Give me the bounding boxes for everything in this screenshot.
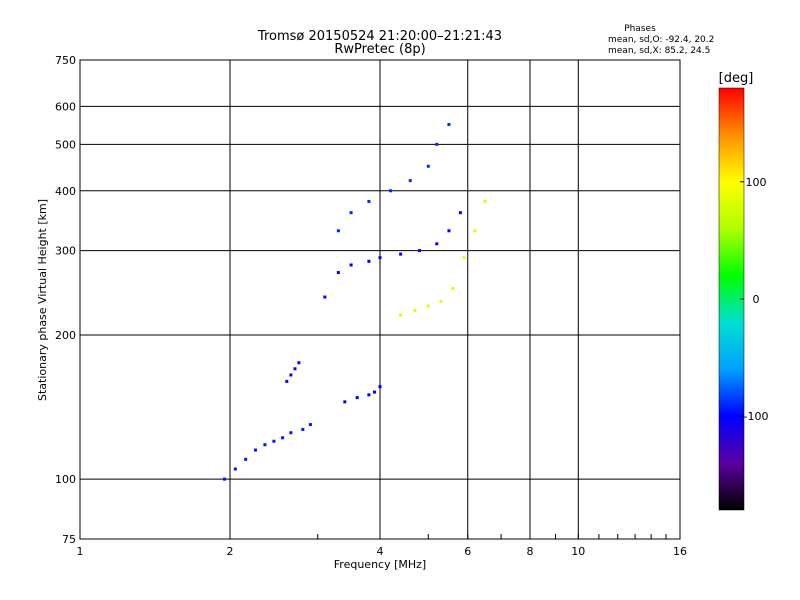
x-axis-label: Frequency [MHz] [334,558,426,571]
legend-line-x: mean, sd,X: 85.2, 24.5 [608,46,710,56]
y-axis-label: Stationary phase Virtual Height [km] [36,199,49,401]
data-point [408,179,412,183]
y-axis: 75 100 200 300 400 500 600 750 [55,54,76,546]
data-point [399,252,403,256]
colorbar-tick-label: 0 [753,293,760,306]
data-point [462,256,466,260]
data-point [272,439,276,443]
grid [80,60,680,539]
data-point [435,242,439,246]
data-point [447,123,451,127]
y-tick-label: 75 [62,533,76,546]
data-point [323,295,327,299]
chart-title: Tromsø 20150524 21:20:00–21:21:43 [257,29,502,44]
data-point [308,423,312,427]
x-tick-label: 10 [571,545,585,558]
data-point [285,379,289,383]
x-tick-label: 1 [77,545,84,558]
data-point [253,448,257,452]
data-point [223,477,227,481]
data-point [389,189,393,193]
data-point [447,229,451,233]
data-point [367,199,371,203]
colorbar-tick-label: -100 [744,410,769,423]
data-point [458,211,462,215]
y-tick-label: 500 [55,138,76,151]
x-tick-label: 8 [527,545,534,558]
x-tick-label: 6 [464,545,471,558]
data-point [355,396,359,400]
legend-line-o: mean, sd,O: -92.4, 20.2 [608,35,714,45]
data-point [289,373,293,377]
colorbar-label: [deg] [719,71,754,86]
data-point [367,393,371,397]
y-tick-label: 400 [55,185,76,198]
x-tick-label: 16 [673,545,687,558]
data-point [435,142,439,146]
data-point [349,263,353,267]
data-point [281,436,285,440]
data-point [426,164,430,168]
data-point [399,313,403,317]
y-tick-label: 200 [55,329,76,342]
points-layer [223,123,487,481]
data-point [451,287,455,291]
data-point [367,259,371,263]
data-point [413,308,417,312]
data-point [417,249,421,253]
data-point [244,457,248,461]
data-point [343,400,347,404]
data-point [426,304,430,308]
data-point [263,443,267,447]
data-point [439,299,443,303]
chart-subtitle: RwPretec (8p) [334,42,425,57]
data-point [378,256,382,260]
data-point [336,271,340,275]
legend-title: Phases [624,24,656,34]
y-tick-label: 750 [55,54,76,67]
data-point [483,199,487,203]
data-point [289,431,293,435]
data-point [349,211,353,215]
x-tick-label: 2 [227,545,234,558]
data-point [336,229,340,233]
data-point [373,390,377,394]
x-tick-label: 4 [377,545,384,558]
colorbar-tick-label: 100 [746,176,767,189]
y-tick-label: 300 [55,245,76,258]
data-point [473,229,477,233]
data-point [301,427,305,431]
data-point [378,385,382,389]
data-point [297,361,301,365]
y-tick-label: 600 [55,100,76,113]
x-axis: 1 2 4 6 8 10 16 [77,534,687,558]
y-tick-label: 100 [55,473,76,486]
data-point [233,467,237,471]
colorbar-ticks: 100 0 -100 [740,176,768,423]
data-point [293,367,297,371]
